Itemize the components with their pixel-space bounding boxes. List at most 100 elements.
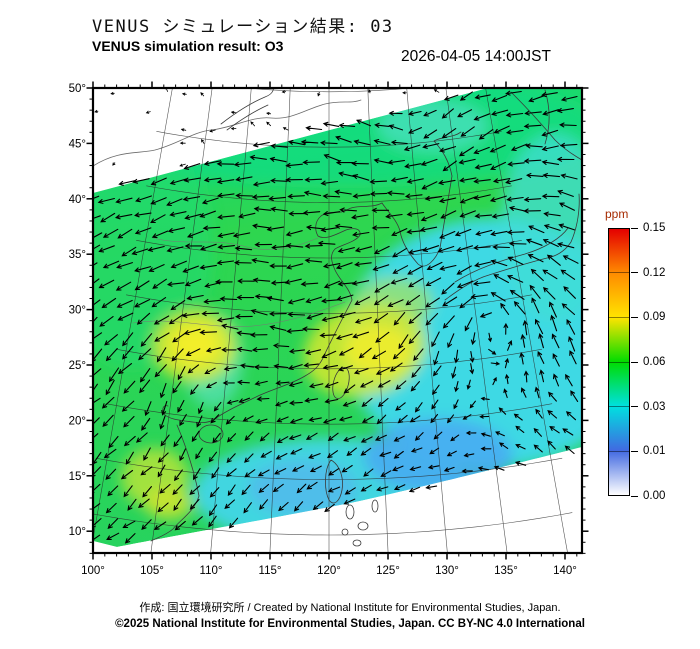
wind-arrow: [459, 296, 474, 309]
wind-arrow: [360, 484, 372, 492]
lat-tick-label: 15°: [69, 471, 86, 483]
wind-arrow: [196, 415, 203, 428]
wind-arrow: [513, 301, 526, 315]
lat-tick-label: 50°: [69, 83, 86, 95]
wind-arrow: [287, 193, 305, 199]
wind-arrow: [205, 347, 222, 353]
colorbar-tick: [631, 406, 638, 408]
wind-arrow: [564, 445, 575, 455]
wind-arrow: [269, 263, 287, 269]
wind-arrow: [266, 226, 285, 232]
wind-arrow: [525, 143, 543, 149]
footer-copyright: ©2025 National Institute for Environment…: [115, 618, 585, 630]
wind-arrow: [101, 396, 115, 409]
wind-arrow: [274, 468, 287, 475]
wind-arrow: [223, 366, 237, 372]
wind-arrow: [543, 211, 561, 217]
wind-arrow: [398, 334, 409, 350]
wind-arrow: [359, 380, 374, 388]
wind-arrow: [469, 400, 476, 409]
wind-arrow: [286, 328, 304, 334]
wind-arrow: [173, 435, 183, 448]
wind-arrow: [569, 350, 577, 365]
wind-arrow: [93, 368, 102, 379]
wind-arrow: [180, 128, 187, 132]
wind-arrow: [480, 396, 490, 401]
coastline-japan-west: [454, 227, 569, 283]
wind-arrow: [424, 195, 443, 201]
wind-arrow: [492, 244, 510, 250]
wind-arrow: [108, 367, 120, 383]
wind-arrow: [235, 176, 253, 182]
wind-arrow: [183, 177, 201, 183]
wind-arrow: [104, 334, 118, 346]
wind-arrow: [177, 399, 185, 413]
wind-arrow: [534, 318, 544, 335]
wind-arrow: [440, 210, 457, 219]
wind-arrow: [304, 258, 323, 264]
wind-arrow: [309, 465, 322, 473]
wind-arrow: [409, 466, 422, 472]
wind-arrow: [520, 333, 526, 348]
wind-arrow: [136, 432, 148, 443]
colorbar-tick: [631, 227, 638, 229]
wind-arrow: [217, 214, 235, 220]
wind-arrow: [353, 139, 371, 146]
page-title-english: VENUS simulation result: O3: [92, 38, 284, 54]
wind-arrow: [122, 345, 134, 360]
wind-arrow: [403, 144, 421, 152]
wind-arrow: [107, 518, 119, 530]
wind-arrow: [276, 436, 289, 443]
wind-arrow: [199, 210, 216, 218]
wind-arrow: [335, 160, 354, 166]
wind-arrow: [542, 172, 561, 178]
wind-arrow: [136, 312, 151, 325]
wind-arrow: [182, 196, 201, 202]
wind-arrow: [462, 414, 472, 420]
wind-arrow: [287, 311, 306, 318]
wind-arrow: [475, 229, 493, 236]
wind-arrow: [184, 243, 203, 249]
wind-arrow: [551, 333, 560, 349]
wind-arrow: [182, 265, 199, 273]
wind-arrow: [270, 280, 289, 286]
wind-arrow: [371, 225, 390, 231]
wind-arrow: [373, 295, 389, 306]
lat-tick-label: 40°: [69, 194, 86, 206]
wind-arrow: [458, 158, 476, 165]
wind-arrow: [373, 158, 391, 164]
wind-arrow: [252, 181, 271, 187]
page-title-japanese: VENUS シミュレーション結果: 03: [92, 17, 394, 37]
wind-arrow: [322, 121, 340, 127]
colorbar-tick-label: 0.06: [643, 356, 666, 368]
wind-arrow: [454, 228, 472, 237]
lat-tick-label: 20°: [69, 415, 86, 427]
wind-arrow: [406, 178, 424, 184]
colorbar-level-line: [608, 272, 630, 274]
wind-arrow: [514, 461, 527, 466]
wind-arrow: [123, 415, 135, 428]
wind-arrow: [507, 340, 513, 351]
wind-arrow: [269, 325, 287, 331]
wind-arrow: [408, 330, 421, 345]
wind-arrow: [504, 373, 510, 385]
wind-arrow: [498, 407, 507, 415]
wind-arrow: [446, 450, 457, 457]
wind-arrow: [138, 348, 152, 361]
colorbar-tick-label: 0.03: [643, 400, 666, 413]
wind-arrow: [251, 347, 269, 353]
wind-arrow: [226, 399, 239, 405]
wind-arrow: [490, 292, 506, 302]
wind-arrow: [93, 433, 99, 439]
colorbar-level-line: [608, 316, 630, 318]
wind-arrow: [230, 127, 237, 131]
wind-arrow: [259, 499, 269, 511]
wind-arrow: [541, 193, 560, 199]
colorbar-gradient: [608, 228, 630, 496]
wind-arrow: [425, 312, 439, 326]
wind-arrow: [557, 189, 574, 197]
wind-arrow: [387, 299, 404, 307]
wind-arrow: [480, 446, 492, 451]
wind-arrow: [97, 197, 115, 204]
wind-arrow: [459, 210, 476, 218]
